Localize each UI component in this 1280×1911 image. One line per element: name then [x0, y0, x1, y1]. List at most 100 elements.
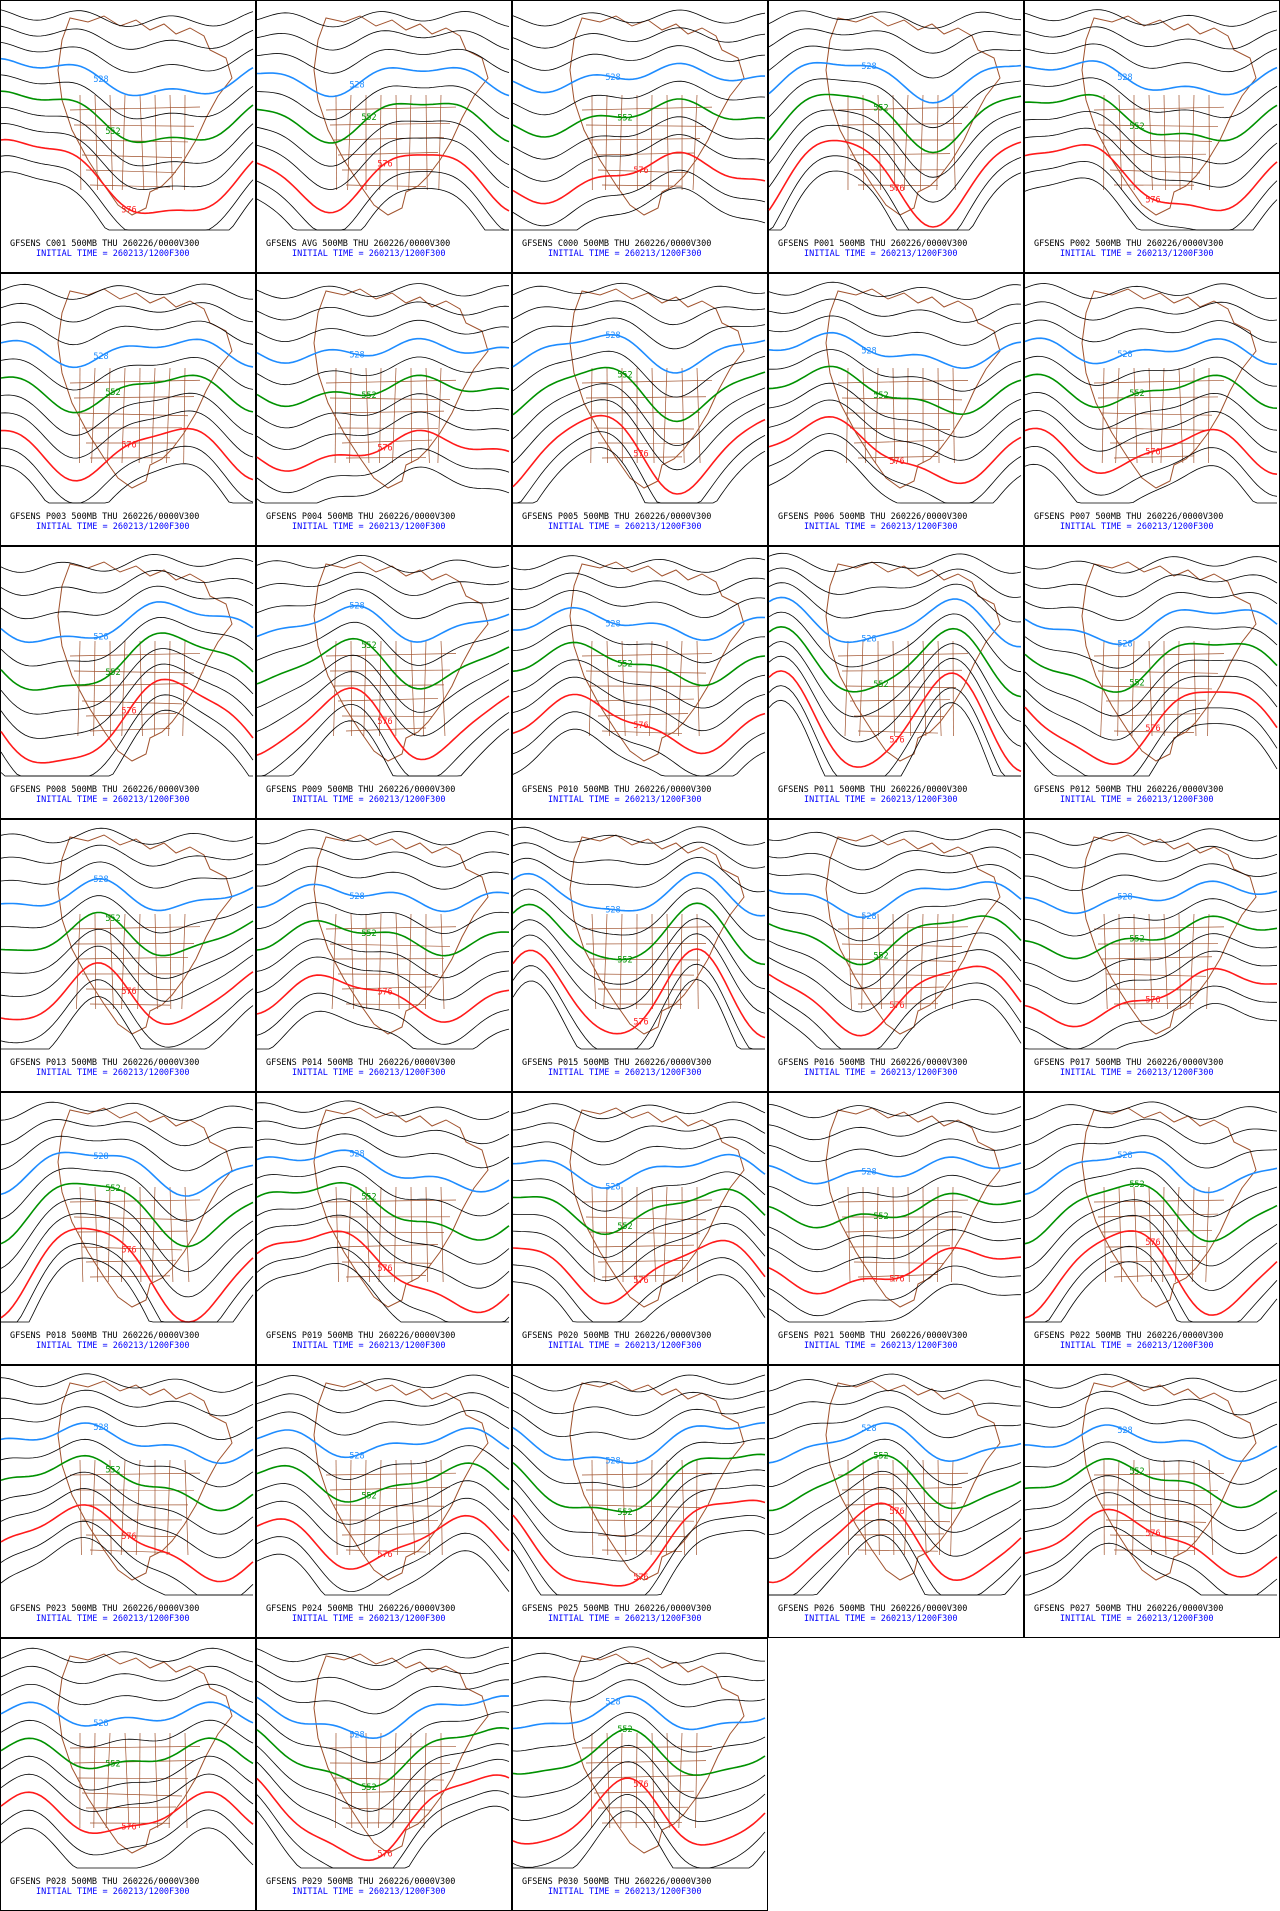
contour — [0, 569, 254, 596]
contour — [512, 589, 766, 619]
boundary — [365, 913, 368, 1010]
panel-init: INITIAL TIME = 260213/1200F300 — [548, 1341, 702, 1351]
contour — [769, 1518, 1022, 1596]
contour — [257, 704, 510, 777]
contour-label: 552 — [617, 955, 632, 965]
contour-label: 552 — [1129, 1467, 1144, 1477]
boundary — [650, 1459, 653, 1556]
contour — [512, 300, 766, 326]
panel-title: GFSENS P023 500MB THU 260226/0000V300 — [10, 1604, 199, 1614]
contour-label: 576 — [377, 159, 392, 169]
map-panel: 528 552 576 GFSENS P009 500MB THU 260226/00… — [256, 546, 512, 819]
boundary — [651, 1186, 657, 1283]
boundary — [93, 640, 96, 737]
panel-border — [0, 1638, 256, 1911]
boundary — [1133, 913, 1136, 1010]
panel-border — [256, 819, 512, 1092]
contour-highlight — [512, 151, 766, 205]
contour-label: 576 — [1145, 1238, 1160, 1248]
contour-highlight — [512, 1188, 766, 1236]
contour-label: 552 — [361, 1783, 376, 1793]
contour — [512, 1484, 766, 1562]
panel-border — [256, 1638, 512, 1911]
contour — [512, 918, 766, 990]
boundary — [597, 988, 689, 991]
map-panel: 528 552 576 GFSENS P017 500MB THU 260226/00… — [1024, 819, 1280, 1092]
contour-highlight — [768, 139, 1022, 228]
contour — [0, 392, 254, 436]
panel-border — [0, 273, 256, 546]
contour — [0, 1537, 253, 1596]
contour — [512, 1744, 766, 1799]
boundary — [1093, 1472, 1225, 1476]
panel-border — [0, 1092, 256, 1365]
boundary — [666, 1459, 668, 1556]
contour-highlight — [768, 1502, 1022, 1584]
boundary — [853, 439, 945, 444]
contour — [257, 720, 510, 777]
panel-title: GFSENS P005 500MB THU 260226/0000V300 — [522, 512, 711, 522]
boundary — [337, 1790, 439, 1794]
boundary — [154, 94, 158, 191]
contour — [1024, 898, 1278, 937]
boundary — [1117, 640, 1120, 737]
boundary — [154, 1732, 159, 1829]
contour-label: 528 — [93, 75, 108, 85]
panel-border — [512, 546, 768, 819]
boundary — [952, 367, 955, 464]
map-panel: 528 552 576 GFSENS P022 500MB THU 260226/00… — [1024, 1092, 1280, 1365]
contour-label: 528 — [861, 62, 876, 72]
contour-highlight — [1024, 143, 1278, 212]
boundary — [1113, 455, 1195, 459]
boundary — [333, 410, 445, 414]
contour-highlight — [1024, 915, 1278, 960]
contour — [768, 1120, 1022, 1141]
contour — [512, 572, 766, 596]
map-panel: 528 552 576 GFSENS P010 500MB THU 260226/00… — [512, 546, 768, 819]
contour — [0, 1665, 254, 1685]
contour — [1024, 1167, 1278, 1220]
contour-highlight — [1024, 642, 1278, 693]
contour-label: 576 — [633, 1573, 648, 1583]
contour — [0, 320, 254, 346]
contour — [769, 1534, 1022, 1596]
contour — [768, 567, 1022, 598]
contour-label: 528 — [605, 73, 620, 83]
boundary — [593, 427, 695, 430]
boundary — [184, 1186, 190, 1283]
boundary — [325, 379, 457, 384]
contour — [1025, 1261, 1278, 1323]
boundary — [121, 913, 126, 1010]
contour — [1024, 1135, 1278, 1170]
boundary — [937, 640, 942, 737]
contour-label: 576 — [121, 706, 136, 716]
boundary — [919, 94, 924, 191]
contour — [256, 1198, 510, 1265]
boundary — [77, 640, 81, 737]
boundary — [345, 184, 427, 187]
boundary — [69, 1472, 201, 1476]
contour — [257, 1010, 510, 1050]
boundary — [936, 94, 939, 191]
boundary — [77, 956, 189, 960]
boundary — [677, 640, 683, 737]
contour-highlight — [256, 687, 510, 761]
panel-title: GFSENS P026 500MB THU 260226/0000V300 — [778, 1604, 967, 1614]
panel-title: GFSENS P010 500MB THU 260226/0000V300 — [522, 785, 711, 795]
boundary — [1113, 730, 1195, 733]
panel-title: GFSENS P004 500MB THU 260226/0000V300 — [266, 512, 455, 522]
boundary — [892, 94, 896, 191]
boundary — [79, 367, 81, 464]
contour — [512, 399, 766, 471]
panel-init: INITIAL TIME = 260213/1200F300 — [548, 522, 702, 532]
boundary — [581, 1746, 713, 1749]
boundary — [378, 913, 382, 1010]
contour-label: 528 — [1117, 1426, 1132, 1436]
boundary — [1162, 1186, 1165, 1283]
contour — [1024, 463, 1277, 504]
boundary — [73, 1216, 195, 1221]
contour-highlight — [0, 1791, 254, 1834]
panel-border — [0, 546, 256, 819]
map-panel: 528 552 576 GFSENS P030 500MB THU 260226/00… — [512, 1638, 768, 1911]
boundary — [334, 367, 337, 464]
